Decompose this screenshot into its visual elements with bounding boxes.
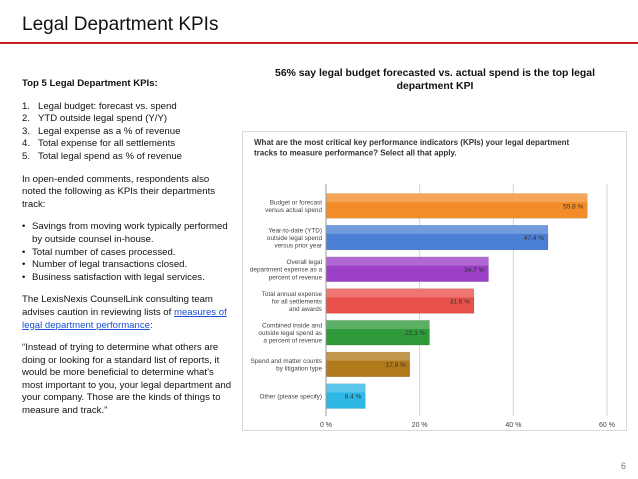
bar bbox=[325, 224, 549, 251]
bullet-item: • Business satisfaction with legal servic… bbox=[22, 272, 234, 285]
category-label: Overall legal bbox=[286, 259, 322, 266]
value-label: 17.9 % bbox=[386, 362, 406, 369]
bar bbox=[325, 351, 411, 378]
chart-question-title: tracks to measure performance? Select al… bbox=[254, 149, 457, 158]
bar bbox=[325, 288, 475, 314]
bar-chart: What are the most critical key performan… bbox=[242, 131, 627, 431]
chart-question-title: What are the most critical key performan… bbox=[254, 138, 570, 147]
comment-bullets: • Savings from moving work typically perf… bbox=[22, 221, 234, 284]
value-label: 31.6 % bbox=[450, 299, 470, 306]
kpi-text: Legal budget: forecast vs. spend bbox=[38, 100, 177, 112]
category-label: Total annual expense bbox=[262, 291, 323, 298]
bullet-dot: • bbox=[22, 246, 26, 258]
chart-svg: What are the most critical key performan… bbox=[250, 138, 615, 429]
x-tick-label: 0 % bbox=[320, 422, 332, 429]
category-label: by litigation type bbox=[276, 366, 322, 373]
category-label: a percent of revenue bbox=[263, 338, 322, 345]
kpi-number: 3. bbox=[22, 125, 31, 137]
bullet-dot: • bbox=[22, 271, 26, 283]
bullet-text: Number of legal transactions closed. bbox=[32, 259, 188, 271]
kpi-item: 5. Total legal spend as % of revenue bbox=[22, 151, 234, 164]
comments-intro: In open-ended comments, respondents also… bbox=[22, 173, 216, 210]
category-label: versus prior year bbox=[274, 243, 322, 250]
bar bbox=[325, 383, 366, 409]
kpi-heading: Top 5 Legal Department KPIs: bbox=[22, 78, 158, 89]
category-label: versus actual spend bbox=[265, 207, 322, 214]
kpi-number: 5. bbox=[22, 150, 31, 162]
bar-highlight bbox=[326, 352, 410, 361]
kpi-item: 4. Total expense for all settlements bbox=[22, 138, 234, 151]
kpi-number: 2. bbox=[22, 113, 31, 125]
bar-highlight bbox=[326, 193, 588, 203]
bullet-dot: • bbox=[22, 259, 26, 271]
value-label: 34.7 % bbox=[464, 267, 484, 274]
bar-highlight bbox=[326, 225, 548, 234]
bar-highlight bbox=[326, 383, 366, 393]
bullet-item: • Savings from moving work typically perf… bbox=[22, 221, 234, 246]
kpi-item: 3. Legal expense as a % of revenue bbox=[22, 126, 234, 139]
slide-title: Legal Department KPIs bbox=[22, 14, 219, 35]
category-label: Combined inside and bbox=[262, 323, 322, 330]
bar bbox=[325, 193, 588, 219]
category-label: outside legal spend as bbox=[258, 330, 322, 337]
chart-heading: 56% say legal budget forecasted vs. actu… bbox=[275, 68, 595, 92]
bullet-item: • Total number of cases processed. bbox=[22, 247, 234, 260]
x-tick-label: 40 % bbox=[505, 422, 521, 429]
bar-highlight bbox=[326, 256, 489, 266]
bar-highlight bbox=[326, 288, 474, 298]
bar bbox=[325, 320, 430, 346]
category-label: Year-to-date (YTD) bbox=[268, 227, 322, 234]
bullet-dot: • bbox=[22, 221, 26, 233]
category-label: for all settlements bbox=[272, 298, 322, 305]
category-label: outside legal spend bbox=[267, 235, 323, 242]
kpi-text: YTD outside legal spend (Y/Y) bbox=[38, 113, 168, 125]
category-label: Budget or forecast bbox=[270, 199, 322, 206]
value-label: 8.4 % bbox=[345, 394, 362, 401]
bullet-text: Savings from moving work typically perfo… bbox=[32, 221, 228, 245]
kpi-text: Total legal spend as % of revenue bbox=[38, 150, 182, 162]
kpi-text: Legal expense as a % of revenue bbox=[38, 125, 181, 137]
category-label: Spend and matter counts bbox=[251, 358, 322, 365]
kpi-list: 1. Legal budget: forecast vs. spend 2. YTD… bbox=[22, 101, 234, 164]
quote-text: “Instead of trying to determine what oth… bbox=[22, 342, 232, 417]
x-tick-label: 60 % bbox=[599, 422, 615, 429]
x-tick-label: 20 % bbox=[412, 422, 428, 429]
kpi-text: Total expense for all settlements bbox=[38, 138, 176, 150]
bar-highlight bbox=[326, 320, 430, 330]
consulting-note: The LexisNexis CounselLink consulting te… bbox=[22, 294, 234, 332]
bar bbox=[325, 256, 489, 282]
page-number: 6 bbox=[620, 461, 626, 471]
kpi-item: 1. Legal budget: forecast vs. spend bbox=[22, 101, 234, 114]
category-label: percent of revenue bbox=[269, 274, 323, 281]
title-rule bbox=[0, 42, 638, 44]
consulting-suffix: : bbox=[150, 319, 153, 331]
category-label: department expense as a bbox=[250, 267, 323, 274]
bullet-item: • Number of legal transactions closed. bbox=[22, 259, 234, 272]
value-label: 22.1 % bbox=[405, 330, 425, 337]
value-label: 55.8 % bbox=[563, 203, 583, 210]
value-label: 47.4 % bbox=[524, 235, 544, 242]
performance-measures-link[interactable]: measures of legal department performance bbox=[22, 306, 227, 331]
bullet-text: Business satisfaction with legal service… bbox=[32, 271, 205, 283]
category-label: Other (please specify) bbox=[259, 394, 322, 401]
kpi-number: 1. bbox=[22, 100, 31, 112]
consulting-text: The LexisNexis CounselLink consulting te… bbox=[22, 294, 213, 318]
bullet-text: Total number of cases processed. bbox=[32, 246, 176, 258]
kpi-item: 2. YTD outside legal spend (Y/Y) bbox=[22, 113, 234, 126]
left-column: Top 5 Legal Department KPIs: 1. Legal bud… bbox=[22, 78, 234, 428]
kpi-number: 4. bbox=[22, 138, 31, 150]
category-label: and awards bbox=[289, 306, 322, 313]
